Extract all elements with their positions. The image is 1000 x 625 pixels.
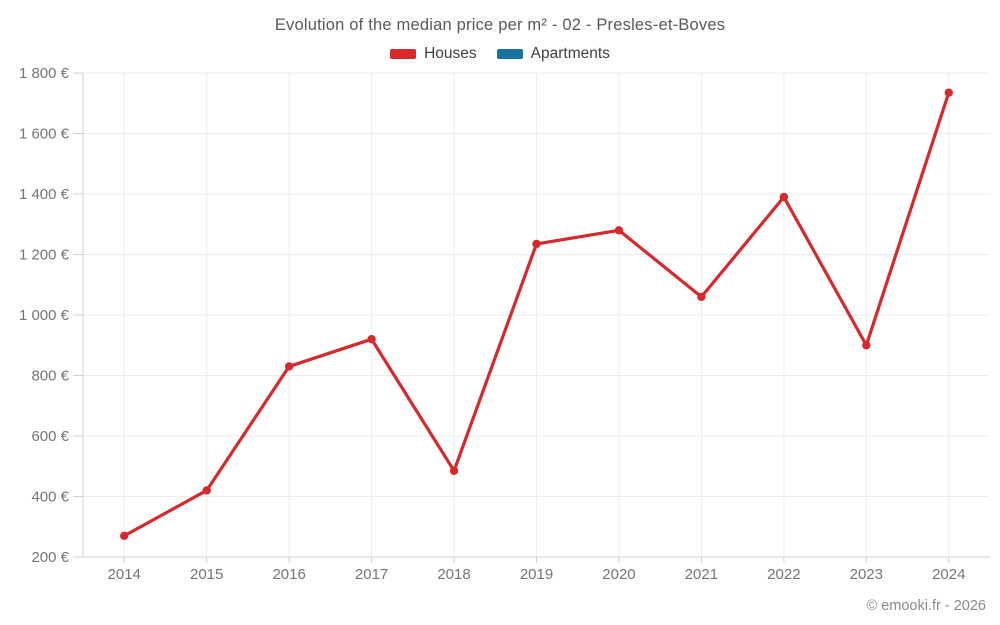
apartments-swatch-icon [496, 49, 523, 59]
y-tick-label: 1 400 € [19, 186, 70, 203]
houses-data-point[interactable] [532, 239, 541, 249]
x-tick-label: 2018 [437, 566, 470, 583]
y-tick-label: 1 200 € [19, 247, 70, 264]
x-tick-label: 2019 [520, 566, 553, 583]
houses-data-point[interactable] [862, 341, 871, 350]
x-tick-label: 2020 [602, 566, 635, 583]
x-tick-label: 2022 [767, 566, 800, 583]
x-tick-label: 2014 [108, 566, 141, 583]
x-tick-label: 2015 [190, 566, 223, 583]
x-tick-label: 2024 [932, 566, 965, 583]
houses-data-point[interactable] [779, 192, 789, 202]
legend-item-houses[interactable]: Houses [390, 45, 477, 63]
x-tick-label: 2021 [685, 566, 718, 583]
chart-title: Evolution of the median price per m² - 0… [274, 16, 726, 34]
houses-data-point[interactable] [284, 362, 294, 371]
y-tick-label: 1 800 € [19, 65, 70, 82]
houses-data-point[interactable] [120, 531, 129, 541]
legend-item-apartments[interactable]: Apartments [496, 45, 610, 63]
y-tick-label: 200 € [31, 549, 69, 566]
houses-data-point[interactable] [944, 88, 953, 97]
legend: Houses Apartments [0, 45, 1000, 63]
y-tick-label: 400 € [31, 489, 69, 506]
y-tick-label: 800 € [31, 368, 69, 385]
houses-data-point[interactable] [449, 466, 459, 475]
y-tick-label: 1 000 € [19, 307, 70, 324]
houses-swatch-icon [390, 49, 417, 59]
houses-data-point[interactable] [367, 335, 376, 344]
houses-data-point[interactable] [202, 486, 211, 495]
x-tick-label: 2016 [272, 566, 305, 583]
houses-data-point[interactable] [614, 226, 624, 235]
y-tick-label: 600 € [31, 428, 69, 445]
legend-label-apartments: Apartments [530, 45, 610, 62]
copyright-credit: © emooki.fr - 2026 [866, 598, 986, 614]
x-tick-label: 2017 [355, 566, 388, 583]
legend-label-houses: Houses [424, 45, 477, 62]
x-tick-label: 2023 [850, 566, 883, 583]
houses-data-point[interactable] [697, 292, 706, 302]
y-tick-label: 1 600 € [19, 126, 70, 143]
